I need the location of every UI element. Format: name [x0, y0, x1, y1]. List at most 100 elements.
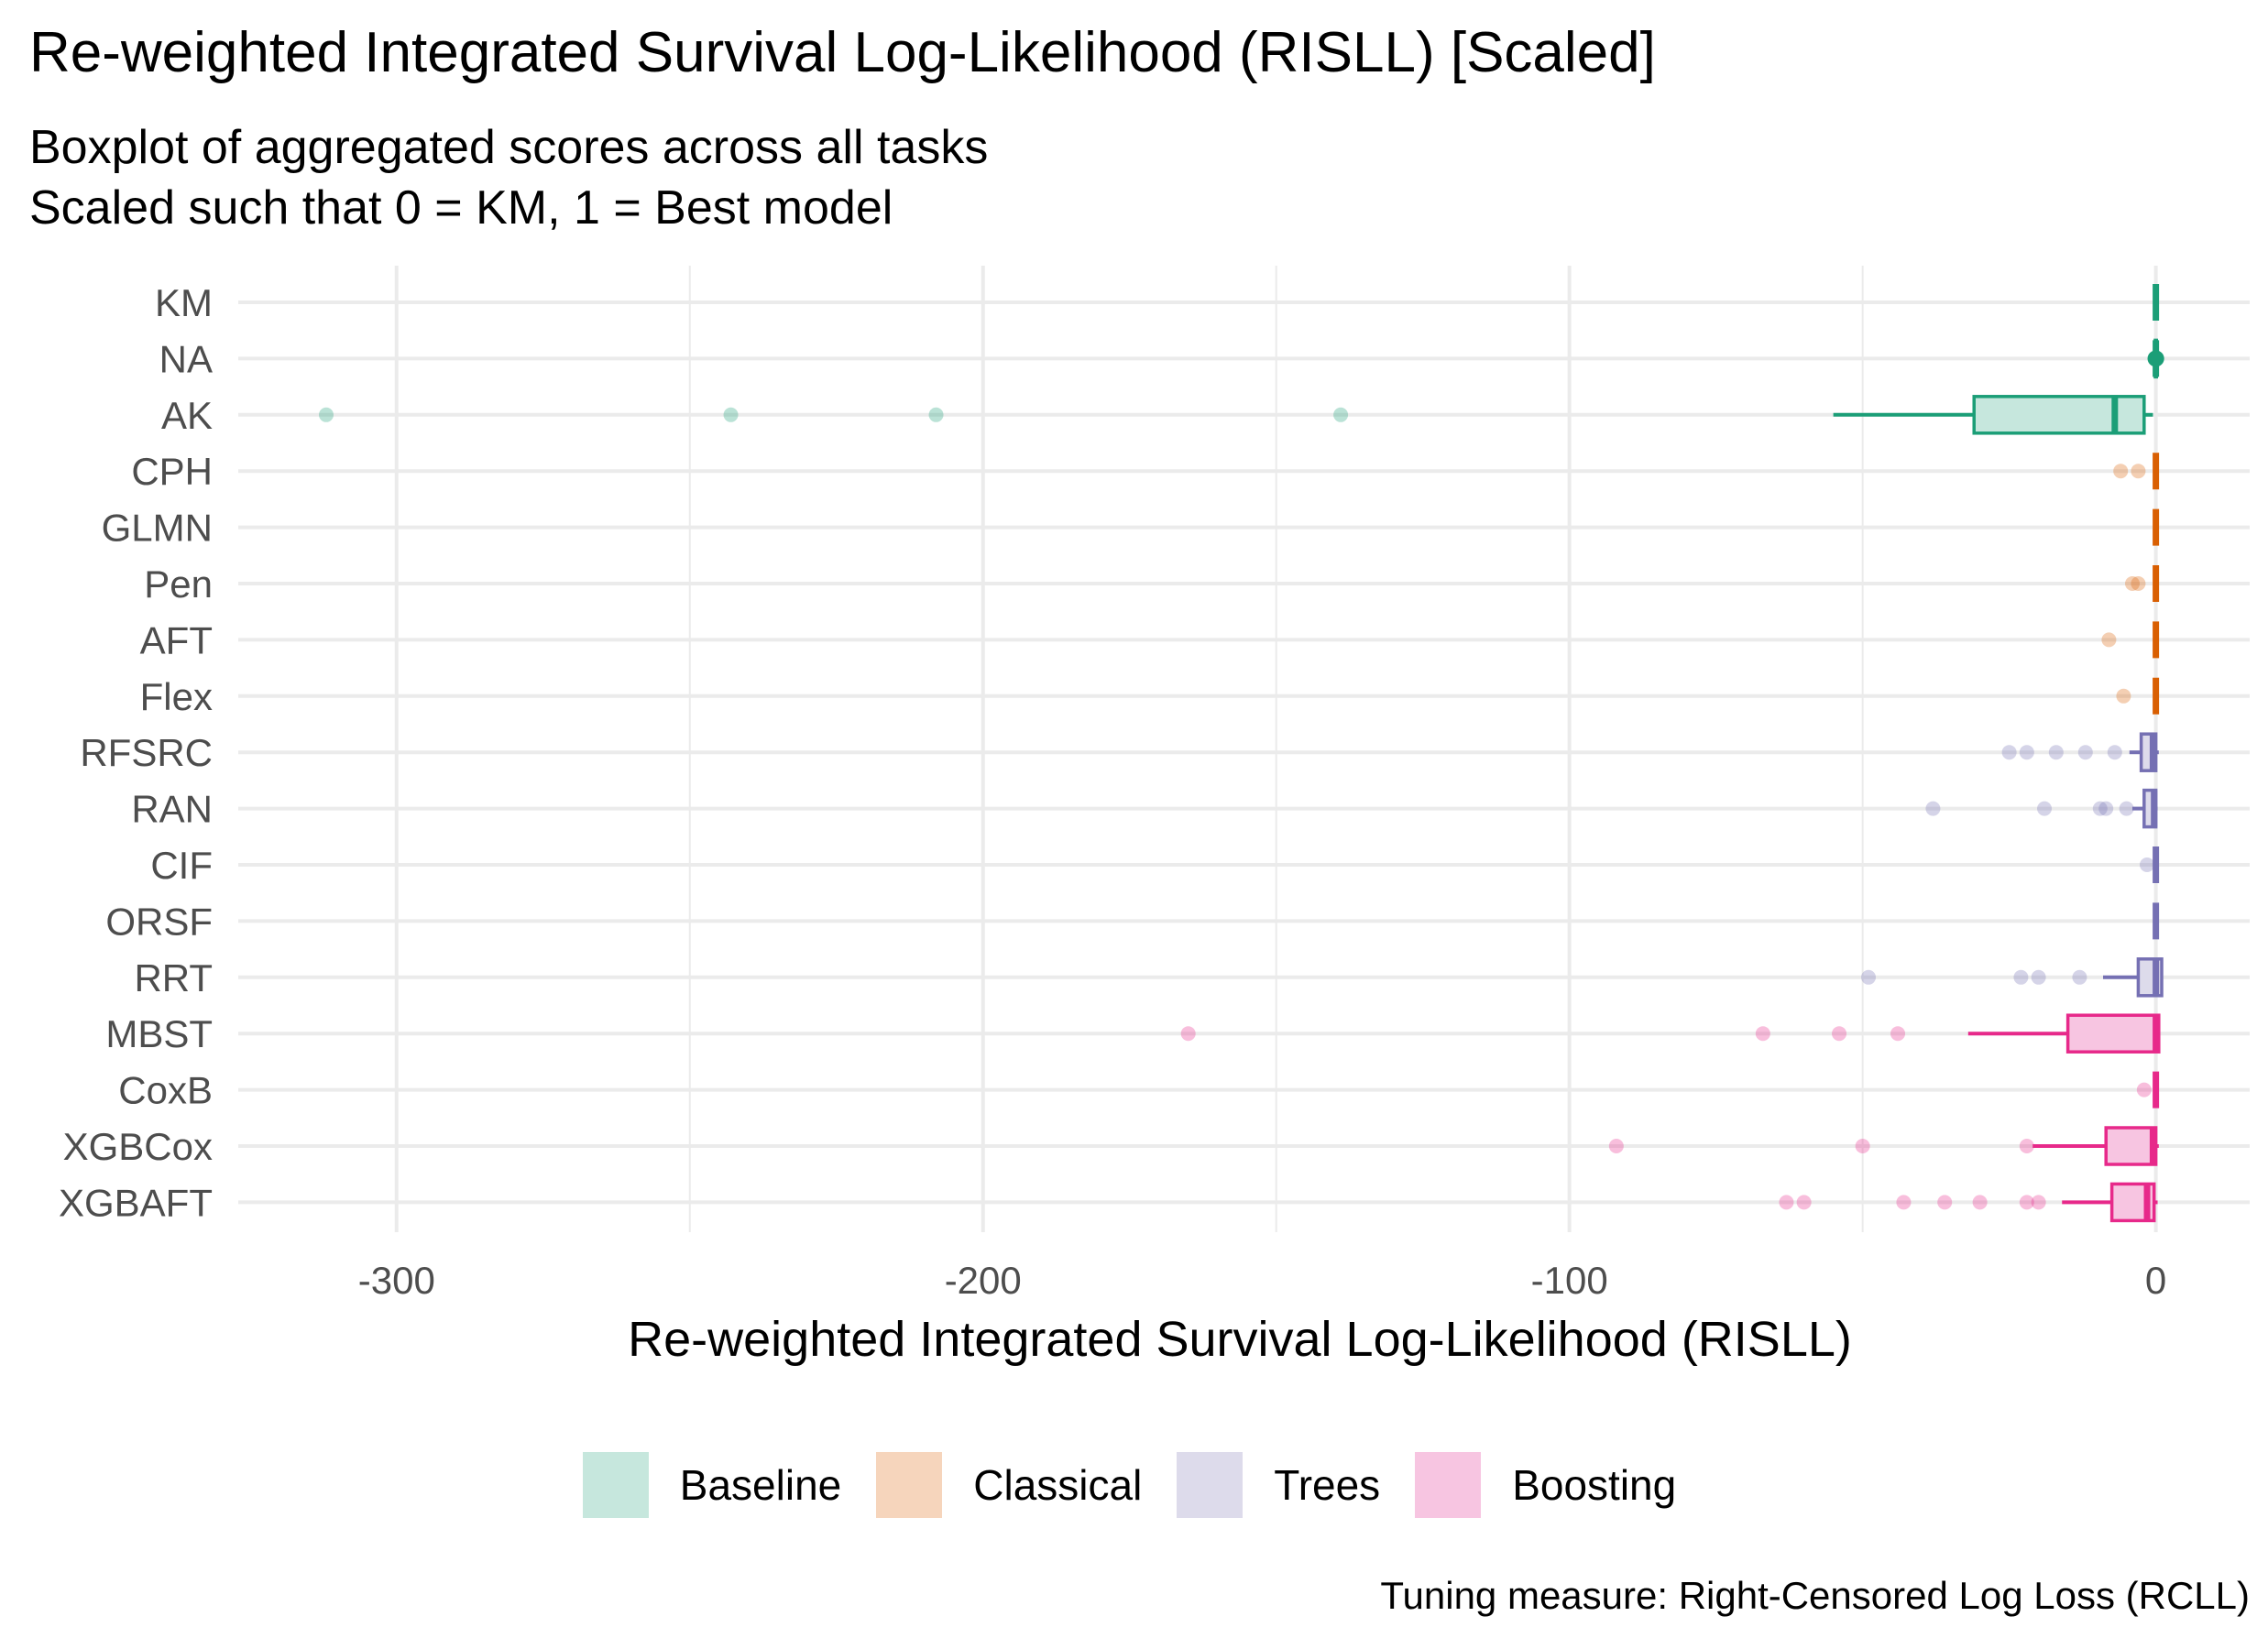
y-tick-label: CoxB — [118, 1069, 213, 1112]
legend-label: Trees — [1274, 1461, 1381, 1509]
outlier-point — [1832, 1026, 1847, 1042]
y-tick-label: Pen — [144, 562, 213, 606]
outlier-point — [2116, 688, 2131, 704]
legend-label: Boosting — [1512, 1461, 1677, 1509]
box-rfsrc — [2001, 732, 2159, 772]
legend-swatch — [1177, 1452, 1244, 1518]
outlier-point — [1937, 1195, 1953, 1210]
y-tick-label: CPH — [131, 450, 213, 493]
x-tick-label: -200 — [945, 1259, 1022, 1302]
box-coxb — [2136, 1071, 2160, 1108]
outlier-point — [723, 407, 739, 422]
box-flex — [2116, 677, 2160, 715]
y-tick-label: XGBAFT — [59, 1181, 213, 1224]
outlier-point — [2001, 745, 2017, 760]
y-tick-label: ORSF — [105, 900, 213, 943]
subtitle-line-1: Boxplot of aggregated scores across all … — [29, 121, 989, 174]
grid-lines — [238, 266, 2250, 1232]
outlier-point — [1861, 969, 1877, 985]
outlier-point — [2140, 857, 2155, 872]
outlier-point — [1896, 1195, 1912, 1210]
box-iqr — [1972, 395, 2146, 435]
legend-item-trees: Trees — [1177, 1452, 1389, 1518]
box-mbst — [1180, 1013, 2161, 1054]
chart-subtitle: Boxplot of aggregated scores across all … — [29, 117, 988, 238]
outlier-point — [2131, 576, 2146, 591]
outlier-point — [1796, 1195, 1812, 1210]
box-rrt — [1861, 957, 2164, 998]
outlier-point — [318, 407, 334, 422]
y-tick-label: AK — [161, 394, 213, 437]
outlier-point — [2092, 801, 2108, 816]
box-iqr — [2104, 1126, 2158, 1166]
outlier-point — [1890, 1026, 1906, 1042]
outlier-point — [2077, 745, 2093, 760]
y-tick-label: RAN — [131, 788, 213, 831]
box-ak — [318, 395, 2153, 435]
box-na — [2147, 338, 2164, 379]
x-axis-labels: -300 -200 -100 0 — [358, 1259, 2167, 1302]
outlier-point — [2113, 464, 2129, 479]
legend-swatch — [1415, 1452, 1482, 1518]
outlier-point — [1180, 1026, 1196, 1042]
y-tick-label: CIF — [150, 844, 213, 887]
outlier-point — [2107, 745, 2122, 760]
outlier-point — [1333, 407, 1349, 422]
y-axis-labels: KM NA AK CPH GLMN Pen AFT Flex RFSRC RAN CIF ORSF RR… — [59, 281, 213, 1224]
x-axis-title: Re-weighted Integrated Survival Log-Like… — [628, 1312, 1852, 1367]
y-tick-label: MBST — [105, 1012, 213, 1055]
outlier-point — [2019, 745, 2034, 760]
legend-item-boosting: Boosting — [1415, 1452, 1685, 1518]
y-tick-label: RRT — [134, 956, 213, 999]
legend: Baseline Classical Trees Boosting — [0, 1452, 2268, 1518]
y-tick-label: Flex — [140, 675, 213, 718]
outlier-point — [2037, 801, 2053, 816]
x-tick-label: -100 — [1531, 1259, 1608, 1302]
outlier-point — [1972, 1195, 1988, 1210]
x-tick-label: 0 — [2145, 1259, 2166, 1302]
outlier-point — [2136, 1082, 2152, 1098]
outlier-point — [1608, 1139, 1624, 1153]
legend-swatch — [582, 1452, 649, 1518]
legend-label: Classical — [973, 1461, 1143, 1509]
box-ran — [1925, 788, 2158, 829]
chart-caption: Tuning measure: Right-Censored Log Loss … — [1380, 1574, 2250, 1617]
y-tick-label: KM — [155, 281, 213, 324]
subtitle-line-2: Scaled such that 0 = KM, 1 = Best model — [29, 181, 893, 235]
chart-title: Re-weighted Integrated Survival Log-Like… — [29, 21, 1656, 84]
outlier-point — [2019, 1195, 2034, 1210]
legend-item-baseline: Baseline — [582, 1452, 850, 1518]
box-xgbcox — [1608, 1126, 2159, 1166]
outlier-point — [2013, 969, 2029, 985]
y-tick-label: RFSRC — [80, 731, 213, 774]
box-pen — [2125, 565, 2160, 602]
outlier-point — [2019, 1139, 2034, 1153]
box-cph — [2113, 453, 2160, 490]
outlier-point — [2031, 1195, 2046, 1210]
na-point — [2147, 350, 2164, 367]
outlier-point — [1925, 801, 1941, 816]
outlier-point — [2072, 969, 2087, 985]
outlier-point — [2101, 632, 2117, 648]
box-cif — [2140, 846, 2160, 883]
outlier-point — [2031, 969, 2046, 985]
legend-swatch — [876, 1452, 943, 1518]
box-aft — [2101, 621, 2160, 659]
outlier-point — [2098, 801, 2114, 816]
outlier-point — [928, 407, 944, 422]
outlier-point — [2125, 576, 2141, 591]
y-tick-label: XGBCox — [63, 1125, 213, 1168]
x-tick-label: -300 — [358, 1259, 435, 1302]
chart-marks — [318, 284, 2164, 1223]
outlier-point — [1755, 1026, 1770, 1042]
legend-item-classical: Classical — [876, 1452, 1151, 1518]
boxplot-chart: KM NA AK CPH GLMN Pen AFT Flex RFSRC RAN CIF ORSF RR… — [59, 266, 2250, 1367]
outlier-point — [2131, 464, 2146, 479]
y-tick-label: AFT — [140, 618, 213, 661]
outlier-point — [1779, 1195, 1794, 1210]
outlier-point — [1855, 1139, 1870, 1153]
box-xgbaft — [1779, 1182, 2158, 1223]
outlier-point — [2119, 801, 2134, 816]
y-tick-label: NA — [159, 337, 213, 380]
legend-label: Baseline — [679, 1461, 842, 1509]
